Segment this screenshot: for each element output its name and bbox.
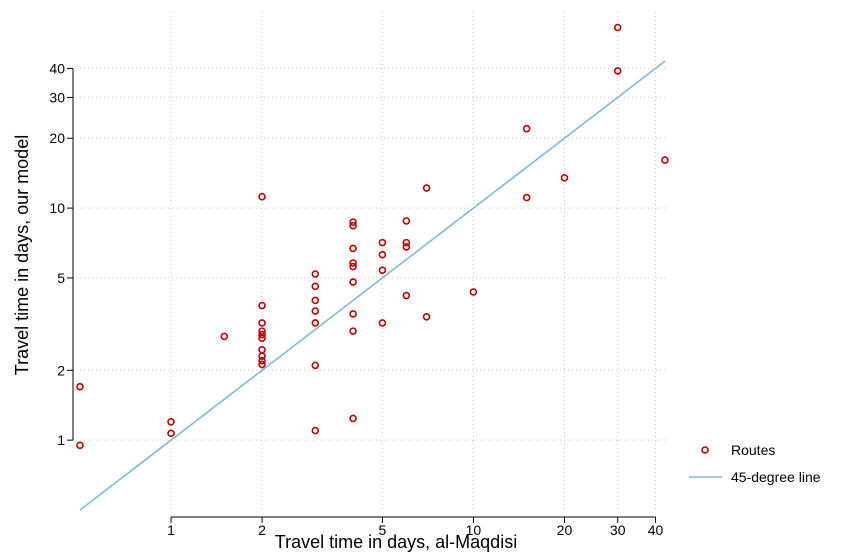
data-points [76,23,669,450]
route-point [522,124,531,133]
y-axis [67,67,74,441]
route-point [422,313,431,321]
x-tick-label: 20 [557,522,573,538]
route-point [167,417,175,426]
x-tick-label: 2 [258,522,266,538]
legend-routes-label: Routes [731,442,775,458]
route-point [560,174,569,182]
y-tick-label: 5 [57,270,65,286]
route-point [402,217,411,225]
route-point [258,319,266,327]
x-axis-label: Travel time in days, al-Maqdisi [275,532,517,552]
route-point [378,266,387,274]
route-point [613,23,622,32]
route-point [469,288,478,296]
route-point [311,426,320,435]
route-point [349,262,357,271]
y-axis-label: Travel time in days, our model [12,135,32,375]
route-point [522,193,531,202]
route-point [378,238,387,247]
route-point [349,327,357,335]
y-tick-label: 2 [57,362,65,378]
route-point [258,334,266,343]
route-point [422,184,431,192]
route-point [378,319,387,327]
legend: Routes 45-degree line [689,442,821,485]
route-point [402,238,411,247]
route-point [349,221,357,230]
forty-five-degree-line [79,60,666,511]
route-point [220,332,229,341]
route-point [258,192,266,201]
route-point [311,307,320,315]
x-tick-label: 40 [648,522,664,538]
route-point [258,356,266,365]
reference-lines [79,60,666,511]
x-tick-label: 5 [378,522,386,538]
route-point [258,330,266,339]
route-point [311,361,320,370]
route-point [349,310,357,318]
route-point [258,301,266,310]
route-point [311,296,320,305]
route-point [378,250,387,259]
route-point [349,259,357,267]
route-point [258,327,266,335]
route-point [258,346,266,354]
route-point [311,319,320,327]
route-point [402,291,411,300]
route-point [613,67,622,75]
y-tick-label: 1 [57,432,65,448]
legend-routes-marker [701,446,709,454]
route-point [311,270,320,278]
route-point [76,382,84,391]
x-tick-labels: 1 2 5 10 20 30 40 [167,522,663,538]
route-point [258,360,266,369]
x-tick-label: 1 [167,522,175,538]
route-point [76,441,84,450]
y-tick-labels: 1 2 5 10 20 30 40 [49,60,65,448]
y-tick-label: 20 [49,130,65,146]
x-axis [170,516,656,523]
route-point [349,218,357,226]
grid-lines [80,12,668,510]
route-point [402,243,411,251]
route-point [258,352,266,361]
y-tick-label: 30 [49,89,65,105]
route-point [349,414,357,423]
route-point [661,156,669,164]
x-tick-label: 10 [466,522,482,538]
route-point [167,429,175,438]
route-point [349,244,357,253]
route-point [311,282,320,291]
y-tick-label: 10 [49,200,65,216]
y-tick-label: 40 [49,60,65,76]
legend-line-label: 45-degree line [731,469,821,485]
route-point [349,278,357,286]
x-tick-label: 30 [610,522,626,538]
